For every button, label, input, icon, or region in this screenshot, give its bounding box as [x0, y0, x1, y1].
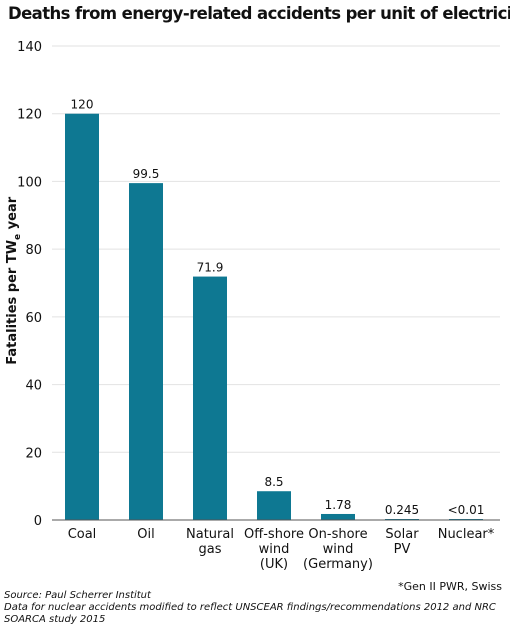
y-tick-label: 80	[25, 243, 42, 258]
y-axis-label-main: Fatalities per TW	[5, 239, 21, 365]
bar	[321, 513, 355, 520]
x-tick-label: Coal	[68, 527, 97, 542]
footnote: *Gen II PWR, Swiss	[398, 580, 502, 593]
source-notes: Source: Paul Scherrer Institut Data for …	[4, 590, 504, 626]
data-label: 0.245	[385, 503, 419, 517]
y-tick-label: 120	[17, 108, 42, 123]
x-tick-label: On-shore	[308, 527, 367, 542]
y-axis-label-tail: year	[5, 196, 21, 234]
bar	[129, 183, 163, 520]
y-tick-label: 40	[25, 379, 42, 394]
chart-title: Deaths from energy-related accidents per…	[8, 4, 510, 23]
y-tick-label: 100	[17, 175, 42, 190]
y-axis-label-subscript: e	[12, 233, 23, 240]
y-axis-label: Fatalities per TWe year	[5, 191, 23, 371]
x-tick-label: Off-shore	[244, 527, 304, 542]
x-tick-label: (UK)	[260, 557, 288, 572]
y-tick-label: 140	[17, 40, 42, 55]
x-tick-label: Solar	[385, 527, 419, 542]
data-label: 8.5	[264, 475, 283, 489]
x-tick-label: Oil	[137, 527, 154, 542]
note-line-1: Data for nuclear accidents modified to r…	[4, 602, 496, 613]
x-tick-label: gas	[199, 542, 222, 557]
source-line: Source: Paul Scherrer Institut	[4, 590, 151, 601]
y-tick-label: 20	[25, 446, 42, 461]
bar	[257, 491, 291, 520]
note-line-2: SOARCA study 2015	[4, 614, 106, 625]
bar	[193, 276, 227, 520]
x-tick-label: wind	[323, 542, 354, 557]
data-label: 99.5	[133, 167, 160, 181]
data-label: 1.78	[325, 498, 352, 512]
x-tick-label: Nuclear*	[438, 527, 495, 542]
data-label: 71.9	[197, 261, 224, 275]
data-label: <0.01	[448, 503, 485, 517]
y-tick-label: 0	[34, 514, 42, 529]
y-tick-label: 60	[25, 311, 42, 326]
x-tick-label: (Germany)	[303, 557, 373, 572]
x-tick-label: wind	[259, 542, 290, 557]
data-label: 120	[71, 98, 94, 112]
x-tick-label: Natural	[186, 527, 234, 542]
x-tick-label: PV	[394, 542, 411, 557]
bar	[65, 113, 99, 520]
